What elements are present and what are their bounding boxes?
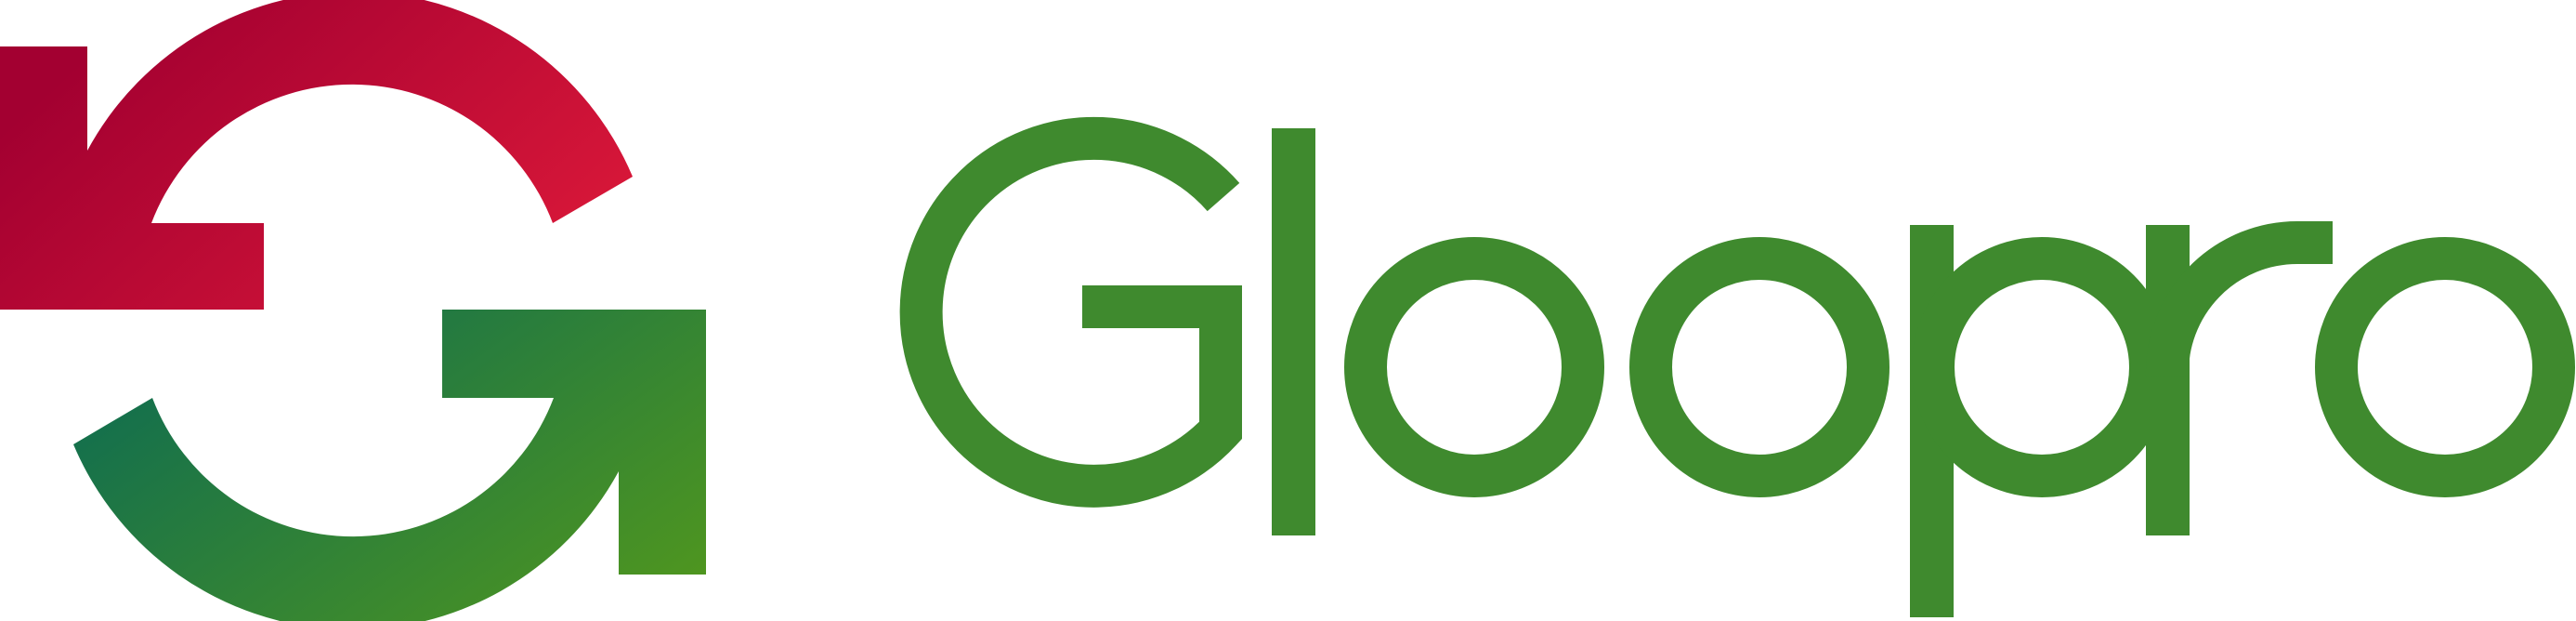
letter-r-shoulder xyxy=(2145,221,2333,377)
letter-p-bowl xyxy=(1912,237,2172,497)
circular-arrows-g-icon xyxy=(0,0,706,621)
red-arrow-icon xyxy=(0,0,633,310)
green-arrow-icon xyxy=(73,310,706,621)
letter-o-2 xyxy=(1629,237,1890,497)
letter-o-3 xyxy=(2315,237,2575,497)
wordmark xyxy=(899,116,2575,617)
letter-o-1 xyxy=(1344,237,1604,497)
letter-g xyxy=(899,116,1242,508)
letter-l xyxy=(1272,128,1315,535)
letter-r-stem xyxy=(2146,225,2190,535)
